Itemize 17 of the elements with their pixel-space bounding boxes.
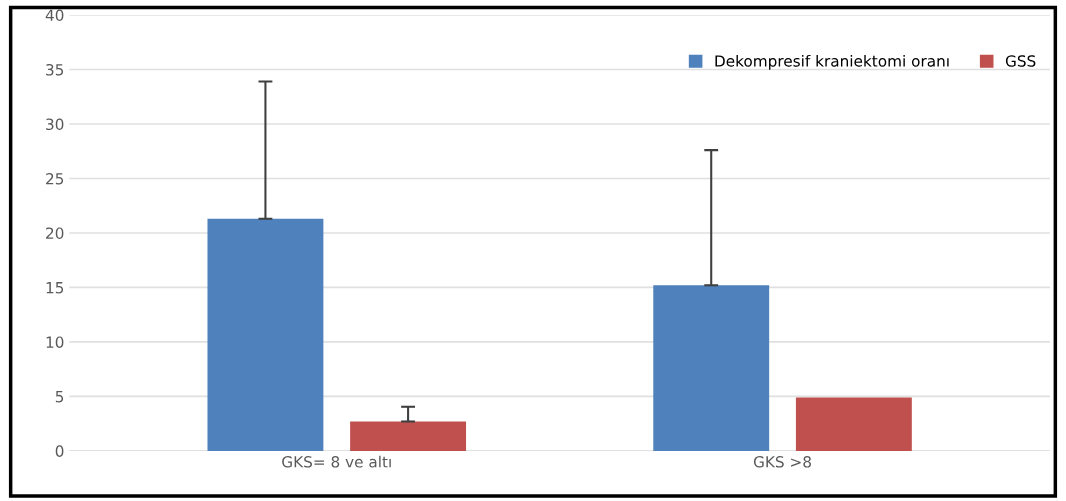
- bar: [350, 421, 467, 451]
- y-tick-label: 35: [46, 63, 64, 76]
- x-tick-label: GKS >8: [753, 456, 811, 468]
- y-tick-label: 5: [55, 391, 64, 403]
- y-tick-label: 15: [46, 282, 64, 294]
- y-tick-label: 10: [46, 336, 64, 348]
- legend-label: Dekompresif kraniektomi oranı: [715, 54, 949, 70]
- y-tick-label: 30: [46, 118, 64, 131]
- y-tick-label: 25: [46, 172, 64, 185]
- x-tick-label: GKS= 8 ve altı: [282, 455, 391, 468]
- y-tick-label: 0: [55, 445, 64, 457]
- y-tick-label: 20: [46, 227, 64, 239]
- legend-label: GSS: [1005, 55, 1036, 67]
- y-tick-label: 40: [45, 9, 64, 22]
- bar: [795, 397, 912, 451]
- bar: [653, 285, 770, 451]
- bar: [207, 218, 324, 451]
